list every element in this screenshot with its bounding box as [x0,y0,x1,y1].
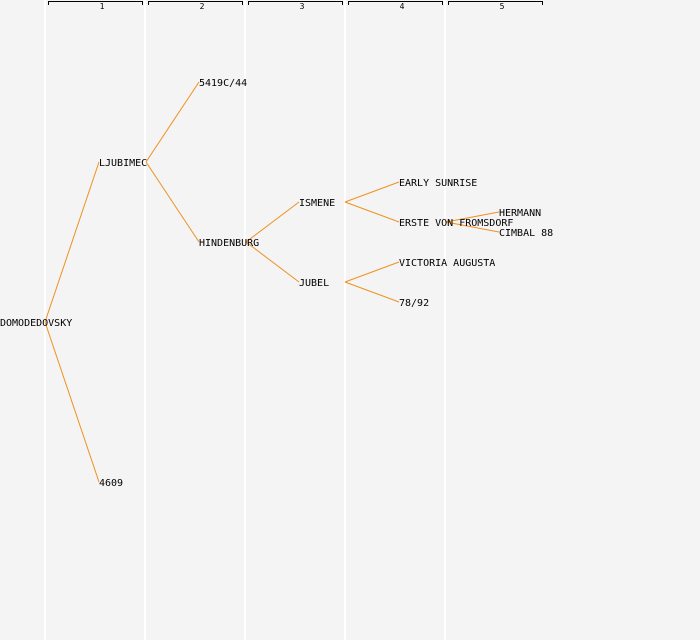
generation-number-2: 2 [200,2,205,11]
node-ismene[interactable]: ISMENE [299,198,335,209]
link-jubel-78-92 [344,281,400,303]
column-separators [44,0,446,640]
pedigree-nodes: DOMODEDOVSKY LJUBIMEC 4609 5419C/44 HIND… [0,78,553,489]
node-domodedovsky[interactable]: DOMODEDOVSKY [0,318,72,329]
link-hindenburg-jubel [245,241,300,283]
node-hermann[interactable]: HERMANN [499,208,541,219]
link-ljubimec-5419c44 [145,81,200,163]
link-jubel-victoria-augusta [344,261,400,283]
node-5419c44[interactable]: 5419C/44 [199,78,247,89]
generation-bracket-2 [148,1,243,5]
generation-number-5: 5 [500,2,505,11]
node-cimbal-88[interactable]: CIMBAL 88 [499,228,553,239]
link-domodedovsky-ljubimec [44,161,100,323]
generation-bracket-4 [348,1,443,5]
link-erste-von-fromsdorf-hermann [445,211,500,223]
node-4609[interactable]: 4609 [99,478,123,489]
link-ismene-early-sunrise [344,181,400,203]
node-jubel[interactable]: JUBEL [299,278,329,289]
link-erste-von-fromsdorf-cimbal-88 [445,221,500,233]
node-78-92[interactable]: 78/92 [399,298,429,309]
generation-bracket-5 [448,1,543,5]
node-hindenburg[interactable]: HINDENBURG [199,238,259,249]
node-early-sunrise[interactable]: EARLY SUNRISE [399,178,477,189]
node-ljubimec[interactable]: LJUBIMEC [99,158,147,169]
generation-number-4: 4 [400,2,405,11]
link-ismene-erste-von-fromsdorf [344,201,400,223]
generation-number-1: 1 [100,2,105,11]
generation-header: 1 2 3 4 5 [48,1,543,11]
node-victoria-augusta[interactable]: VICTORIA AUGUSTA [399,258,495,269]
link-ljubimec-hindenburg [145,161,200,243]
generation-bracket-1 [48,1,143,5]
generation-bracket-3 [248,1,343,5]
generation-number-3: 3 [300,2,305,11]
link-domodedovsky-4609 [44,321,100,483]
pedigree-links [44,81,500,483]
link-hindenburg-ismene [245,201,300,243]
node-erste-von-fromsdorf[interactable]: ERSTE VON FROMSDORF [399,218,513,229]
